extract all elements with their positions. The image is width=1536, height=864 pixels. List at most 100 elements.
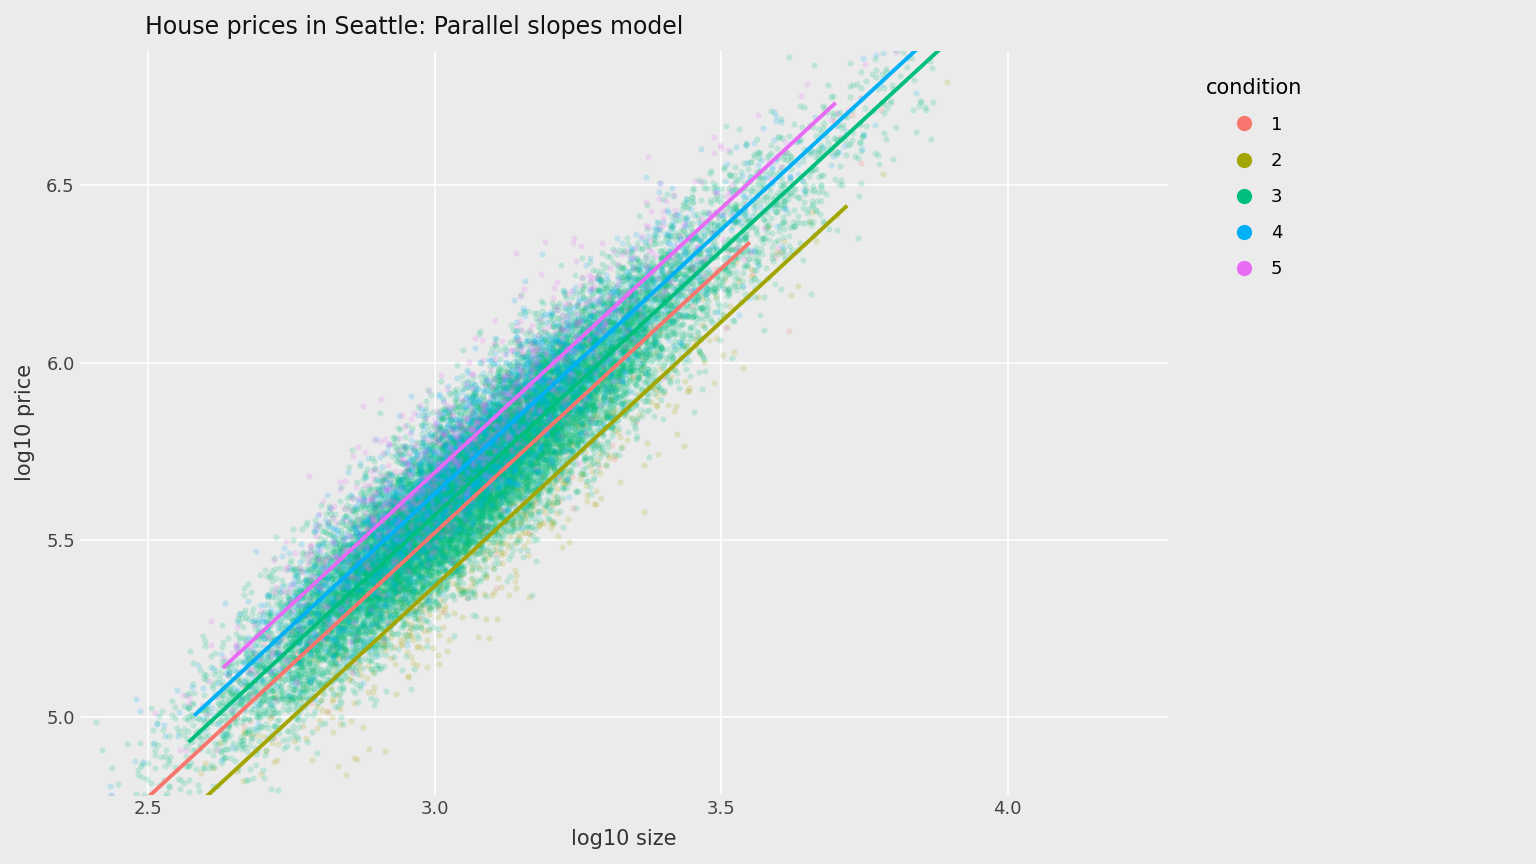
Point — [541, 378, 565, 391]
Point — [476, 420, 501, 434]
Point — [478, 422, 502, 435]
Point — [490, 504, 515, 518]
Point — [316, 643, 341, 657]
Point — [280, 639, 304, 653]
Point — [289, 625, 313, 638]
Point — [476, 464, 501, 478]
Point — [456, 541, 481, 555]
Point — [508, 420, 533, 434]
Point — [407, 456, 432, 470]
Point — [435, 489, 459, 503]
Point — [339, 636, 364, 650]
Point — [263, 550, 287, 564]
Point — [204, 690, 229, 704]
Point — [432, 507, 456, 521]
Point — [588, 372, 613, 385]
Point — [367, 555, 392, 569]
Point — [344, 542, 369, 556]
Point — [470, 440, 495, 454]
Point — [386, 553, 410, 567]
Point — [289, 667, 313, 681]
Point — [303, 565, 327, 579]
Point — [648, 340, 673, 353]
Point — [488, 462, 513, 476]
Point — [567, 386, 591, 400]
Point — [564, 331, 588, 345]
Point — [461, 423, 485, 437]
Point — [404, 516, 429, 530]
Point — [544, 417, 568, 431]
Point — [468, 400, 493, 414]
Point — [479, 457, 504, 471]
Point — [539, 383, 564, 397]
Point — [326, 601, 350, 615]
Point — [396, 575, 421, 589]
Point — [387, 514, 412, 528]
Point — [381, 510, 406, 524]
Point — [490, 486, 515, 500]
Point — [657, 253, 682, 267]
Point — [392, 513, 416, 527]
Point — [498, 423, 522, 437]
Point — [356, 560, 381, 574]
Point — [287, 605, 312, 619]
Point — [541, 424, 565, 438]
Point — [386, 556, 410, 570]
Point — [316, 600, 341, 614]
Point — [327, 602, 352, 616]
Point — [465, 433, 490, 447]
Point — [456, 520, 481, 534]
Point — [447, 558, 472, 572]
Point — [511, 401, 536, 415]
Point — [398, 571, 422, 585]
Point — [238, 664, 263, 677]
Point — [502, 385, 527, 399]
Point — [581, 412, 605, 426]
Point — [215, 708, 240, 722]
Point — [548, 423, 573, 437]
Point — [525, 450, 550, 464]
Point — [418, 515, 442, 529]
Point — [533, 406, 558, 420]
Point — [195, 728, 220, 742]
Point — [519, 455, 544, 469]
Point — [449, 530, 473, 543]
Point — [617, 264, 642, 278]
Point — [501, 322, 525, 336]
Point — [462, 467, 487, 481]
Point — [458, 531, 482, 545]
Point — [485, 447, 510, 461]
Point — [476, 492, 501, 505]
Point — [399, 481, 424, 495]
Point — [488, 416, 513, 430]
Point — [685, 274, 710, 288]
Point — [461, 486, 485, 499]
Point — [452, 394, 476, 408]
Point — [599, 367, 624, 381]
Point — [611, 361, 636, 375]
Point — [344, 509, 369, 523]
Point — [419, 516, 444, 530]
Point — [369, 500, 393, 514]
Point — [421, 511, 445, 525]
Point — [347, 573, 372, 587]
Point — [479, 505, 504, 518]
Point — [571, 394, 596, 408]
Point — [478, 547, 502, 561]
Point — [430, 481, 455, 495]
Point — [381, 528, 406, 542]
Point — [527, 375, 551, 389]
Point — [622, 293, 647, 307]
Point — [449, 464, 473, 478]
Point — [375, 506, 399, 520]
Point — [599, 329, 624, 343]
Point — [585, 343, 610, 357]
Point — [473, 459, 498, 473]
Point — [458, 428, 482, 442]
Point — [424, 467, 449, 481]
Point — [447, 525, 472, 539]
Point — [430, 518, 455, 532]
Point — [468, 485, 493, 499]
Point — [624, 270, 648, 284]
Point — [429, 430, 453, 444]
